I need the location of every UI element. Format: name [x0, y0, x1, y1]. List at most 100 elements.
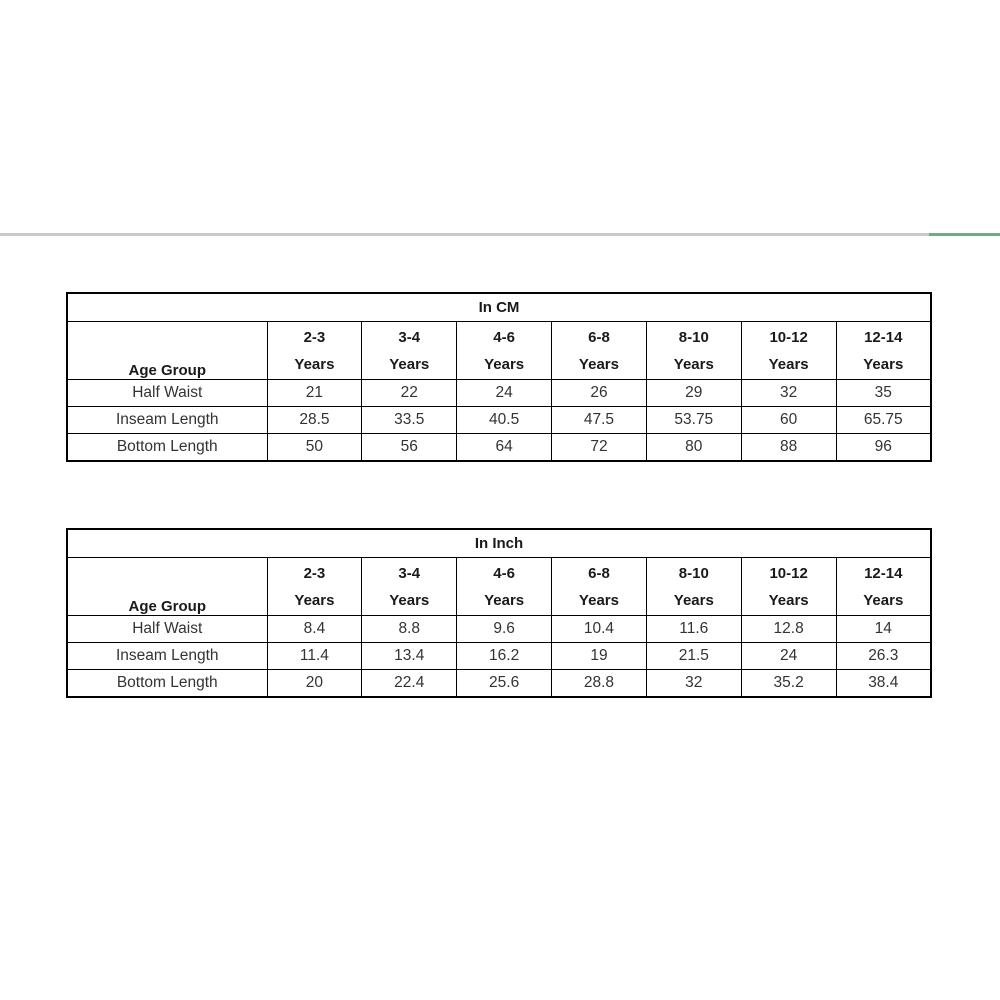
measurement-value: 8.8	[361, 615, 458, 643]
size-table-inch: In Inch Age Group 2-3 Years 3-4 Years 4-6 Years…	[66, 528, 932, 698]
corner-header-age-group: Age Group	[66, 321, 268, 380]
age-range-label: 6-8	[588, 328, 610, 346]
years-label: Years	[389, 355, 430, 373]
table-title-row: In CM	[66, 292, 932, 322]
measurement-value: 22	[361, 379, 458, 407]
table-row: Half Waist 21 22 24 26 29 32 35	[66, 379, 932, 407]
measurement-value: 26.3	[835, 642, 932, 670]
measurement-value: 32	[740, 379, 837, 407]
measurement-value: 65.75	[835, 406, 932, 434]
measurement-value: 22.4	[361, 669, 458, 698]
table-title: In Inch	[66, 528, 932, 558]
years-label: Years	[484, 355, 525, 373]
age-range-label: 2-3	[303, 328, 326, 346]
measurement-value: 56	[361, 433, 458, 462]
measurement-value: 24	[456, 379, 553, 407]
measurement-value: 20	[266, 669, 363, 698]
divider-gray-segment	[0, 233, 929, 236]
column-header-4-6-years: 4-6 Years	[456, 557, 553, 616]
age-range-label: 2-3	[303, 564, 326, 582]
years-label: Years	[484, 591, 525, 609]
age-range-label: 12-14	[864, 328, 903, 346]
row-label: Bottom Length	[66, 669, 268, 698]
age-range-label: 4-6	[493, 564, 515, 582]
measurement-value: 35	[835, 379, 932, 407]
column-header-2-3-years: 2-3 Years	[266, 557, 363, 616]
measurement-value: 32	[645, 669, 742, 698]
column-header-8-10-years: 8-10 Years	[645, 557, 742, 616]
column-header-12-14-years: 12-14 Years	[835, 321, 932, 380]
size-table-cm: In CM Age Group 2-3 Years 3-4 Years 4-6 Years 6-…	[66, 292, 932, 462]
measurement-value: 28.5	[266, 406, 363, 434]
table-row: Bottom Length 20 22.4 25.6 28.8 32 35.2 38.4	[66, 669, 932, 698]
measurement-value: 11.4	[266, 642, 363, 670]
measurement-value: 72	[551, 433, 647, 462]
column-header-6-8-years: 6-8 Years	[551, 557, 647, 616]
measurement-value: 88	[740, 433, 837, 462]
table-row: Inseam Length 28.5 33.5 40.5 47.5 53.75 60 65.7…	[66, 406, 932, 434]
years-label: Years	[578, 355, 619, 373]
years-label: Years	[673, 591, 714, 609]
row-label: Inseam Length	[66, 642, 268, 670]
years-label: Years	[294, 591, 335, 609]
age-range-label: 6-8	[588, 564, 610, 582]
years-label: Years	[578, 591, 619, 609]
measurement-value: 28.8	[551, 669, 647, 698]
column-header-6-8-years: 6-8 Years	[551, 321, 647, 380]
years-label: Years	[673, 355, 714, 373]
age-range-label: 8-10	[678, 564, 709, 582]
age-range-label: 3-4	[398, 564, 421, 582]
measurement-value: 96	[835, 433, 932, 462]
age-range-label: 4-6	[493, 328, 515, 346]
measurement-value: 8.4	[266, 615, 363, 643]
column-header-3-4-years: 3-4 Years	[361, 321, 458, 380]
measurement-value: 11.6	[645, 615, 742, 643]
years-label: Years	[389, 591, 430, 609]
measurement-value: 35.2	[740, 669, 837, 698]
measurement-value: 53.75	[645, 406, 742, 434]
measurement-value: 12.8	[740, 615, 837, 643]
measurement-value: 13.4	[361, 642, 458, 670]
measurement-value: 33.5	[361, 406, 458, 434]
top-divider	[0, 233, 1000, 236]
table-row: Bottom Length 50 56 64 72 80 88 96	[66, 433, 932, 462]
row-label: Half Waist	[66, 615, 268, 643]
table-header-row: Age Group 2-3 Years 3-4 Years 4-6 Years 6-8 Year…	[66, 321, 932, 380]
years-label: Years	[294, 355, 335, 373]
years-label: Years	[768, 355, 809, 373]
measurement-value: 21.5	[645, 642, 742, 670]
table-row: Inseam Length 11.4 13.4 16.2 19 21.5 24 26.3	[66, 642, 932, 670]
divider-green-segment	[929, 233, 1000, 236]
measurement-value: 9.6	[456, 615, 553, 643]
years-label: Years	[863, 591, 904, 609]
measurement-value: 14	[835, 615, 932, 643]
table-header-row: Age Group 2-3 Years 3-4 Years 4-6 Years 6-8 Year…	[66, 557, 932, 616]
measurement-value: 38.4	[835, 669, 932, 698]
age-range-label: 10-12	[769, 328, 808, 346]
measurement-value: 16.2	[456, 642, 553, 670]
measurement-value: 60	[740, 406, 837, 434]
row-label: Bottom Length	[66, 433, 268, 462]
table-title-row: In Inch	[66, 528, 932, 558]
column-header-2-3-years: 2-3 Years	[266, 321, 363, 380]
measurement-value: 24	[740, 642, 837, 670]
years-label: Years	[863, 355, 904, 373]
measurement-value: 25.6	[456, 669, 553, 698]
column-header-4-6-years: 4-6 Years	[456, 321, 553, 380]
corner-header-age-group: Age Group	[66, 557, 268, 616]
age-range-label: 8-10	[678, 328, 709, 346]
measurement-value: 40.5	[456, 406, 553, 434]
size-table-inch-container: In Inch Age Group 2-3 Years 3-4 Years 4-6 Years…	[66, 528, 932, 698]
column-header-10-12-years: 10-12 Years	[740, 557, 837, 616]
row-label: Half Waist	[66, 379, 268, 407]
measurement-value: 29	[645, 379, 742, 407]
age-range-label: 3-4	[398, 328, 421, 346]
row-label: Inseam Length	[66, 406, 268, 434]
measurement-value: 21	[266, 379, 363, 407]
table-title: In CM	[66, 292, 932, 322]
years-label: Years	[768, 591, 809, 609]
age-range-label: 12-14	[864, 564, 903, 582]
column-header-3-4-years: 3-4 Years	[361, 557, 458, 616]
measurement-value: 64	[456, 433, 553, 462]
